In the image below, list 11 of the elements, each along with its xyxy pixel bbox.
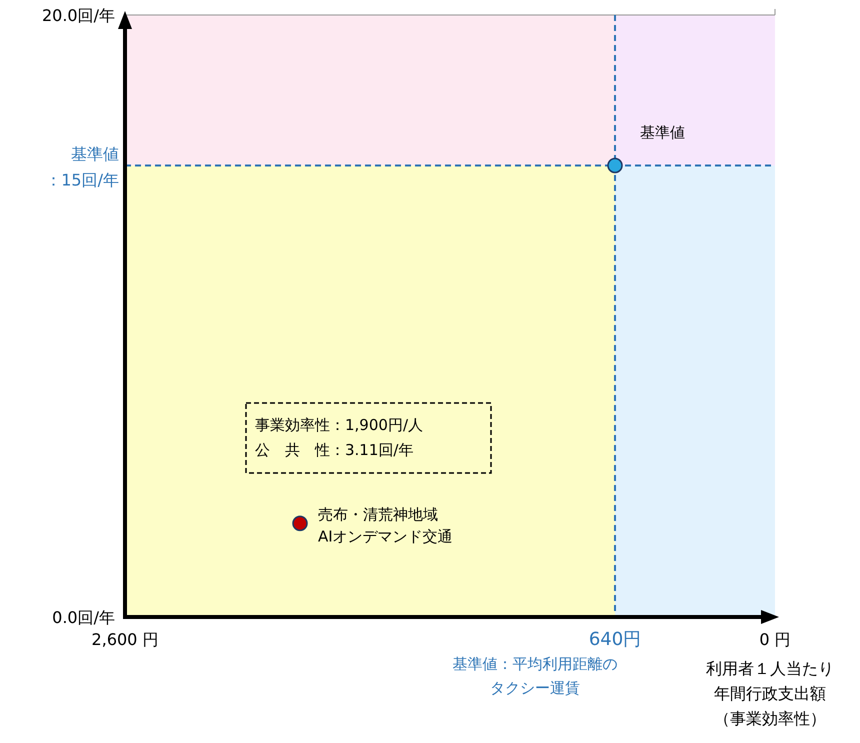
- text: 利用者１人当たり年間行政支出額（事業効率性）: [706, 659, 834, 728]
- text: 基準値：15回/年: [45, 144, 119, 190]
- x-tick-label: 640円: [588, 629, 642, 650]
- x-tick-label: 0 円: [759, 630, 791, 649]
- text: 基準値：平均利用距離のタクシー運賃: [452, 655, 618, 697]
- series-label: 基準値: [640, 124, 685, 142]
- text: 事業効率性：1,900円/人 公 共 性：3.11回/年: [255, 416, 423, 459]
- x-tick-label: 2,600 円: [92, 630, 158, 649]
- y-tick-label: 0.0回/年: [52, 608, 115, 627]
- text: 売布・清荒神地域AIオンデマンド交通: [318, 505, 453, 546]
- y-tick-label: 20.0回/年: [42, 6, 115, 25]
